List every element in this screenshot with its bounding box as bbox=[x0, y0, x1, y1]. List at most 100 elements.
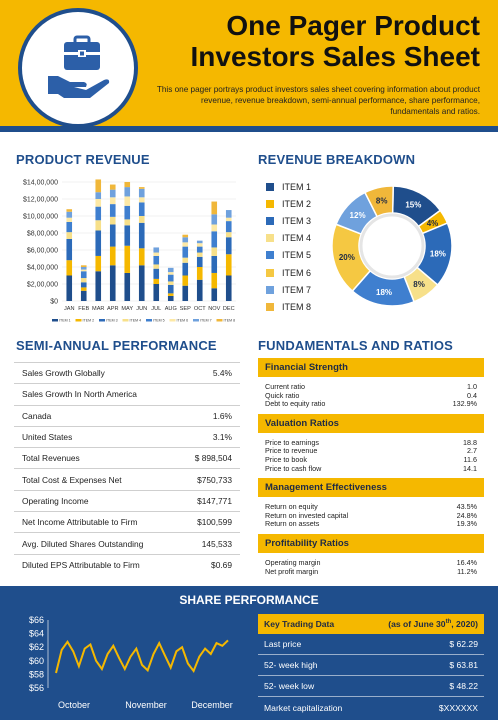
ratio-label: Price to earnings bbox=[265, 437, 319, 447]
legend-swatch bbox=[193, 319, 199, 322]
x-tick-label: MAR bbox=[92, 306, 104, 312]
y-tick-label: $10,00,000 bbox=[23, 214, 58, 221]
bar-segment bbox=[153, 284, 160, 301]
hand-holding-briefcase-icon bbox=[48, 35, 110, 98]
bar-segment bbox=[153, 268, 160, 279]
ratio-label: Return on equity bbox=[265, 502, 318, 512]
key-trading-value: $ 63.81 bbox=[449, 660, 478, 670]
bar-segment bbox=[167, 274, 174, 282]
fundamentals-panel: Financial Strength Current ratio 1.0 Quick … bbox=[258, 358, 484, 581]
row-label: Sales Growth In North America bbox=[22, 389, 137, 400]
bar-segment bbox=[196, 267, 203, 280]
donut-hole bbox=[359, 213, 425, 279]
bar-segment bbox=[138, 222, 145, 249]
key-trading-label: 52- week high bbox=[264, 660, 318, 670]
x-tick-label: JUN bbox=[136, 306, 147, 312]
bar-segment bbox=[182, 285, 189, 301]
table-row: Avg. Diluted Shares Outstanding 145,533 bbox=[14, 533, 240, 555]
ratio-label: Price to book bbox=[265, 454, 307, 464]
legend-swatch bbox=[266, 251, 274, 260]
bar-segment bbox=[95, 192, 102, 199]
donut-value-label: 8% bbox=[376, 197, 388, 206]
legend-label: ITEM 5 bbox=[282, 250, 312, 261]
page-subtitle: This one pager portrays product investor… bbox=[156, 85, 480, 116]
legend-label: ITEM 6 bbox=[177, 319, 189, 323]
logo-badge bbox=[18, 8, 138, 128]
key-trading-label: Last price bbox=[264, 639, 302, 649]
fundamentals-title: FUNDAMENTALS AND RATIOS bbox=[258, 338, 454, 353]
legend-swatch bbox=[146, 319, 152, 322]
legend-swatch bbox=[266, 182, 274, 191]
ratio-label: Debt to equity ratio bbox=[265, 399, 326, 409]
legend-swatch bbox=[99, 319, 105, 322]
bar-segment bbox=[196, 246, 203, 253]
legend-swatch bbox=[216, 319, 223, 322]
legend-item: ITEM 3 bbox=[266, 212, 311, 229]
row-value: $147,771 bbox=[197, 495, 232, 506]
bar-segment bbox=[80, 282, 87, 288]
bar-segment bbox=[109, 204, 116, 217]
row-value: $750,733 bbox=[197, 474, 232, 485]
x-tick-label: NOV bbox=[208, 306, 220, 312]
bar-segment bbox=[66, 221, 73, 233]
share-price-chart: $56 $58 $60 $62 $64 $66 October November Decembe… bbox=[29, 615, 233, 710]
table-row: Net Income Attributable to Firm $100,599 bbox=[14, 512, 240, 534]
legend-swatch bbox=[52, 319, 58, 322]
ratio-row: Return on invested capital 24.8% bbox=[265, 511, 477, 521]
header-rule bbox=[0, 126, 498, 132]
y-tick-label: $0 bbox=[50, 299, 58, 306]
bar-segment bbox=[138, 248, 145, 266]
x-tick-label: DEC bbox=[223, 306, 235, 312]
donut-slice bbox=[363, 185, 394, 218]
row-value: 5.4% bbox=[212, 368, 232, 379]
bar-segment bbox=[211, 231, 218, 248]
page-title: One Pager Product Investors Sales Sheet bbox=[190, 10, 480, 72]
row-value: $0.69 bbox=[211, 560, 232, 571]
bar-segment bbox=[109, 265, 116, 301]
ratio-value: 43.5% bbox=[456, 502, 477, 512]
ratio-row: Net profit margin 11.2% bbox=[265, 567, 477, 577]
y-tick-label: $4,00,000 bbox=[27, 265, 58, 272]
bar-segment bbox=[80, 278, 87, 283]
key-trading-date: (as of June 30th, 2020) bbox=[388, 619, 478, 629]
fundamentals-group-heading: Valuation Ratios bbox=[258, 413, 484, 433]
legend-swatch bbox=[266, 268, 274, 277]
ratio-label: Price to revenue bbox=[265, 446, 318, 456]
bar-segment bbox=[80, 287, 87, 291]
product-revenue-chart: $0 $2,00,000 $4,00,000 $6,00,000 $8,00,000 $1… bbox=[23, 179, 236, 323]
fundamentals-group-heading: Financial Strength bbox=[258, 358, 484, 377]
y-tick-label: $12,00,000 bbox=[23, 197, 58, 204]
legend-swatch bbox=[266, 302, 274, 311]
table-row: Sales Growth Globally 5.4% bbox=[14, 363, 240, 385]
ratio-row: Price to cash flow 14.1 bbox=[265, 464, 477, 474]
ratio-row: Price to earnings 18.8 bbox=[265, 437, 477, 448]
y-tick-label: $2,00,000 bbox=[27, 282, 58, 289]
ratio-value: 132.9% bbox=[452, 399, 477, 409]
legend-item: ITEM 4 bbox=[266, 230, 311, 247]
bar-segment bbox=[95, 271, 102, 301]
row-label: Net Income Attributable to Firm bbox=[22, 517, 138, 528]
revenue-breakdown-legend: ITEM 1 ITEM 2 ITEM 3 ITEM 4 ITEM 5 ITEM 6 ITEM… bbox=[266, 178, 311, 316]
bar-segment bbox=[196, 243, 203, 247]
bar-segment bbox=[182, 246, 189, 258]
bar-segment bbox=[182, 242, 189, 247]
donut-value-label: 20% bbox=[339, 253, 355, 262]
bar-segment bbox=[211, 272, 218, 289]
x-tick-label: AUG bbox=[165, 306, 177, 312]
bar-segment bbox=[124, 182, 131, 188]
fundamentals-group-heading: Management Effectiveness bbox=[258, 478, 484, 498]
y-tick-label: $60 bbox=[29, 656, 44, 666]
bar-segment bbox=[182, 257, 189, 263]
bar-segment bbox=[124, 225, 131, 246]
bar-segment bbox=[182, 237, 189, 243]
bar-segment bbox=[80, 290, 87, 301]
key-trading-value: $XXXXXX bbox=[438, 702, 478, 713]
legend-item: ITEM 6 bbox=[266, 264, 311, 281]
ratio-row: Return on equity 43.5% bbox=[265, 503, 477, 512]
row-value: 3.1% bbox=[212, 432, 232, 443]
bar-segment bbox=[66, 238, 73, 261]
legend-label: ITEM 5 bbox=[153, 319, 165, 323]
legend-label: ITEM 4 bbox=[282, 233, 312, 244]
donut-value-label: 4% bbox=[427, 219, 439, 228]
key-trading-row: Market capitalization $XXXXXX bbox=[258, 697, 484, 718]
